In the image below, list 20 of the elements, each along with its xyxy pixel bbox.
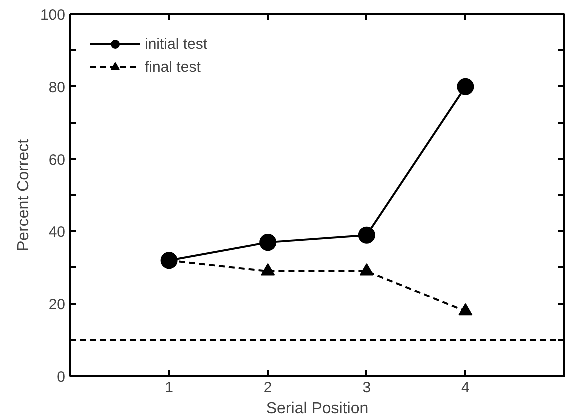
x-tick-label: 3 <box>362 380 372 396</box>
legend-label: initial test <box>145 36 208 52</box>
y-tick-label: 0 <box>57 369 66 386</box>
y-axis-title: Percent Correct <box>15 138 32 252</box>
point <box>457 78 474 96</box>
x-axis-title: Serial Position <box>266 400 369 418</box>
y-tick-label: 60 <box>48 152 66 169</box>
y-tick-label: 100 <box>40 7 66 24</box>
y-tick-label: 80 <box>48 79 66 96</box>
point <box>261 264 276 276</box>
y-tick-label: 20 <box>48 296 66 314</box>
x-tick-label: 4 <box>462 380 470 396</box>
x-tick-label: 2 <box>264 380 272 396</box>
x-tick-label: 1 <box>165 380 174 396</box>
point <box>458 303 473 316</box>
point <box>260 234 277 252</box>
legend-label: final test <box>145 58 201 76</box>
y-tick-label: 40 <box>48 224 66 242</box>
point <box>360 264 374 276</box>
point <box>358 226 376 244</box>
